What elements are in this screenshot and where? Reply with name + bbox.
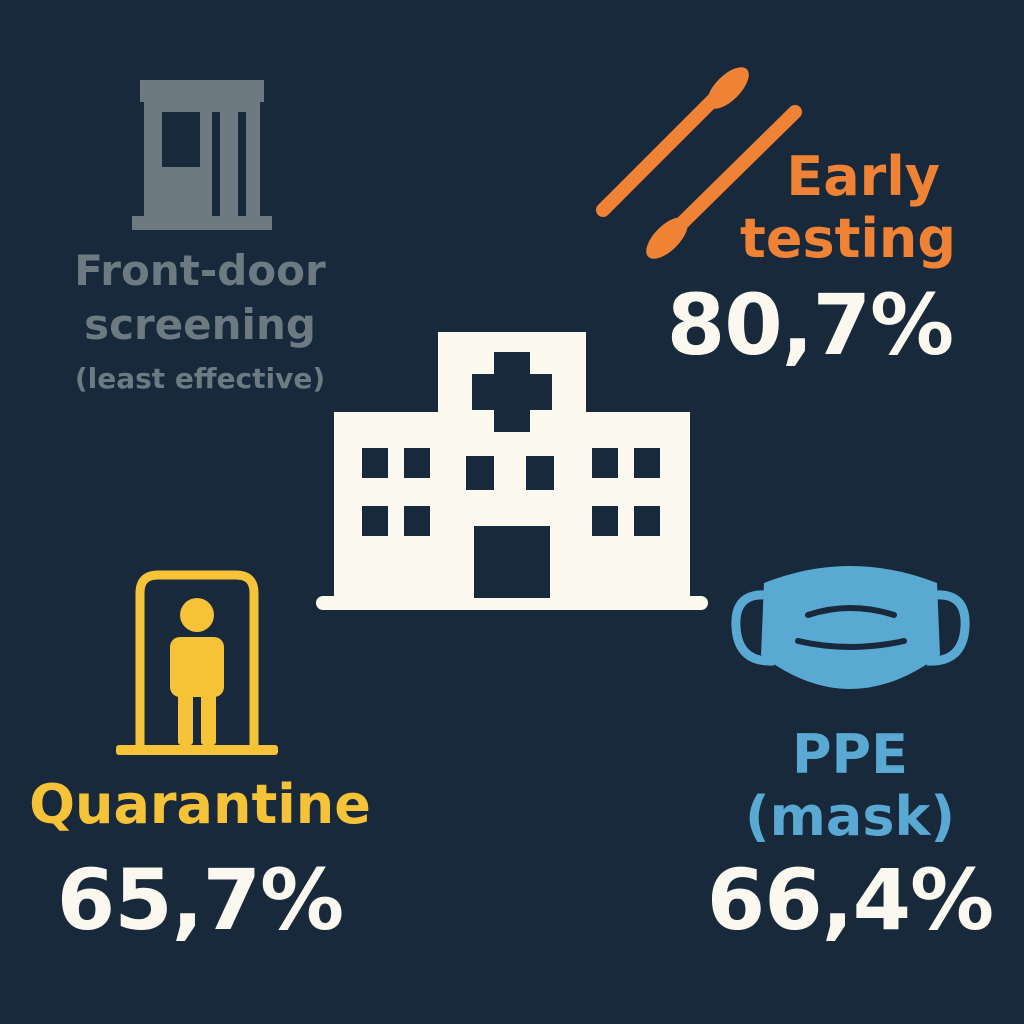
early-testing-value: 80,7% xyxy=(666,276,954,374)
front-door-note: (least effective) xyxy=(74,362,326,395)
ppe-value: 66,4% xyxy=(706,851,994,949)
quarantine-label: Quarantine xyxy=(29,773,371,836)
hospital-icon xyxy=(316,332,708,610)
ppe-label-line2: (mask) xyxy=(744,785,956,848)
door-icon xyxy=(132,80,272,230)
early-testing-label-line2: testing xyxy=(740,207,956,270)
swab-icon xyxy=(596,67,802,259)
quarantine-booth-icon xyxy=(116,570,278,755)
front-door-label-line2: screening xyxy=(84,300,316,349)
front-door-label-line1: Front-door xyxy=(74,246,326,295)
ppe-label: PPE (mask) xyxy=(700,728,1000,852)
mask-icon xyxy=(731,566,970,689)
ppe-label-line1: PPE xyxy=(791,723,909,786)
early-testing-label: Early testing xyxy=(740,145,956,274)
early-testing-label-line1: Early xyxy=(786,145,940,208)
quarantine-value: 65,7% xyxy=(56,851,344,949)
front-door-label: Front-door screening xyxy=(40,250,360,358)
